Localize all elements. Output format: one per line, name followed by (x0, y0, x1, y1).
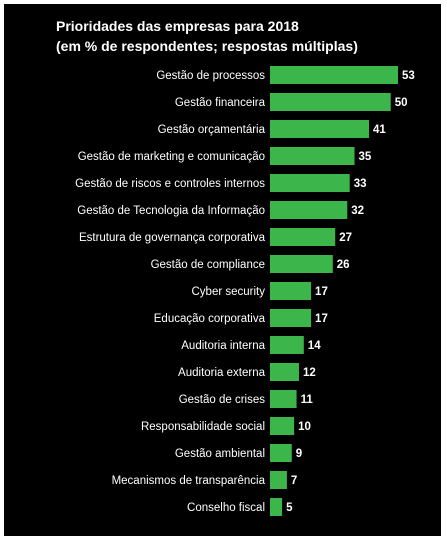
category-label: Gestão de marketing e comunicação (78, 151, 265, 163)
category-label: Conselho fiscal (187, 502, 265, 514)
value-label: 12 (303, 367, 316, 379)
chart-title-line: Prioridades das empresas para 2018 (56, 18, 299, 34)
bar (270, 417, 295, 435)
category-label: Gestão de processos (156, 70, 265, 82)
category-label: Cyber security (192, 286, 266, 298)
bar (270, 336, 304, 354)
value-label: 33 (354, 178, 367, 190)
bar (270, 444, 292, 462)
value-label: 50 (395, 97, 408, 109)
value-label: 11 (301, 394, 314, 406)
category-label: Gestão de Tecnologia da Informação (77, 205, 265, 217)
bar (270, 471, 287, 489)
bar (270, 255, 333, 273)
value-label: 10 (298, 421, 311, 433)
category-label: Gestão orçamentária (158, 124, 266, 136)
bar (270, 93, 391, 111)
value-label: 17 (315, 313, 328, 325)
value-label: 5 (286, 502, 293, 514)
category-label: Gestão de compliance (151, 259, 265, 271)
category-label: Responsabilidade social (141, 421, 265, 433)
bar (270, 282, 312, 300)
value-label: 27 (339, 232, 352, 244)
value-label: 14 (308, 340, 321, 352)
value-label: 32 (351, 205, 364, 217)
category-label: Auditoria externa (178, 367, 266, 379)
bar (270, 309, 312, 327)
bar (270, 201, 348, 219)
value-label: 17 (315, 286, 328, 298)
bar (270, 147, 355, 165)
category-label: Gestão financeira (175, 97, 266, 109)
value-label: 7 (291, 475, 297, 487)
bar (270, 390, 297, 408)
bar (270, 363, 299, 381)
category-label: Gestão de riscos e controles internos (75, 178, 265, 190)
chart-panel: Prioridades das empresas para 2018 (em %… (4, 4, 441, 536)
value-label: 53 (402, 70, 415, 82)
category-label: Estrutura de governança corporativa (79, 232, 266, 244)
category-label: Gestão ambiental (175, 448, 265, 460)
chart-title: Prioridades das empresas para 2018 (em %… (56, 16, 358, 56)
chart-subtitle: (em % de respondentes; respostas múltipl… (56, 38, 358, 54)
value-label: 41 (373, 124, 386, 136)
value-label: 26 (337, 259, 350, 271)
bar (270, 66, 398, 84)
value-label: 9 (296, 448, 302, 460)
bar (270, 120, 370, 138)
category-label: Gestão de crises (179, 394, 266, 406)
category-label: Auditoria interna (181, 340, 265, 352)
category-label: Mecanismos de transparência (112, 475, 266, 487)
category-label: Educação corporativa (154, 313, 266, 325)
value-label: 35 (359, 151, 372, 163)
bar (270, 174, 350, 192)
bar (270, 228, 336, 246)
bar (270, 498, 283, 516)
